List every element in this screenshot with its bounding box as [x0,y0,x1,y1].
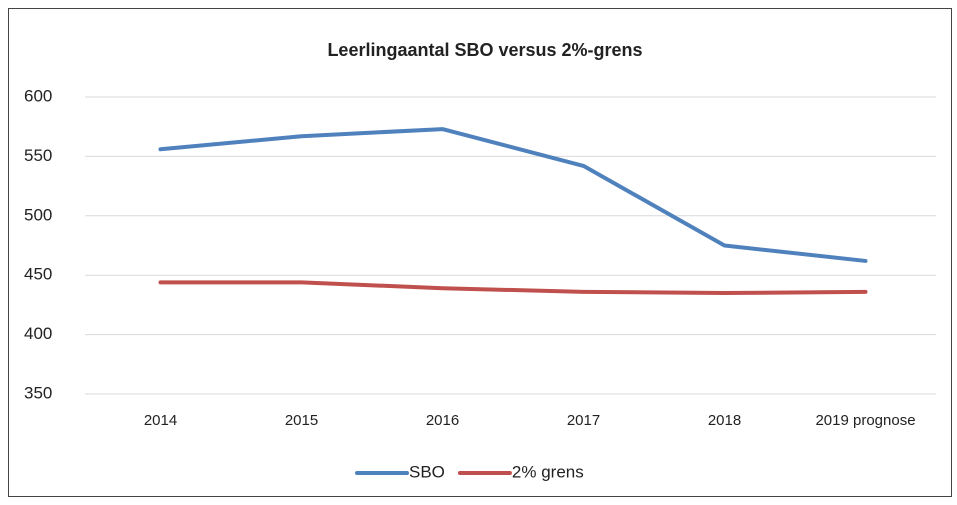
y-tick-label: 400 [24,324,52,343]
y-tick-label: 350 [24,383,52,402]
x-tick-label: 2017 [567,412,600,429]
y-tick-label: 500 [24,205,52,224]
legend-label: 2% grens [512,462,584,481]
legend-label: SBO [409,462,445,481]
x-tick-label: 2018 [708,412,741,429]
x-tick-label: 2015 [285,412,318,429]
chart-title: Leerlingaantal SBO versus 2%-grens [327,40,642,60]
x-tick-label: 2019 prognose [815,412,915,429]
x-tick-label: 2014 [144,412,177,429]
y-tick-label: 550 [24,146,52,165]
y-tick-label: 600 [24,86,52,105]
x-tick-label: 2016 [426,412,459,429]
y-tick-label: 450 [24,265,52,284]
data-line [158,280,868,296]
data-line [158,127,868,263]
